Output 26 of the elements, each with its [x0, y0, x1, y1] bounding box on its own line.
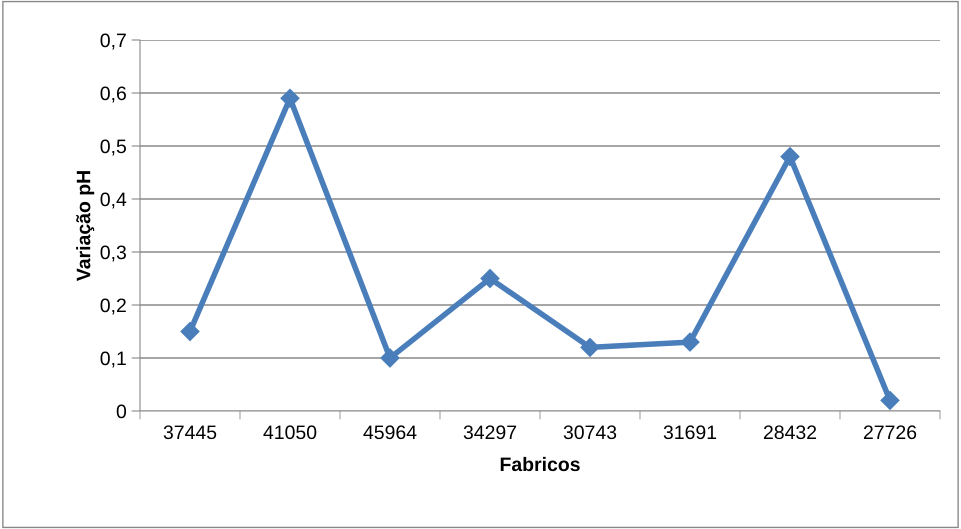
- y-axis-title: Variação pH: [76, 171, 94, 282]
- x-tick-label: 41050: [263, 425, 316, 440]
- y-tick-label: 0,2: [100, 298, 126, 315]
- point: [480, 268, 500, 288]
- point: [580, 338, 600, 357]
- x-tick-label: 34297: [464, 425, 516, 440]
- point: [880, 390, 900, 410]
- y-tick-label: 0,7: [100, 33, 126, 50]
- y-tick-label: 0,6: [100, 86, 126, 103]
- point: [380, 348, 400, 368]
- y-tick-label: 0,4: [100, 192, 126, 209]
- x-tick-label: 45964: [363, 425, 416, 440]
- x-tick-label: 28432: [764, 425, 816, 440]
- point: [680, 332, 700, 352]
- point: [780, 147, 800, 166]
- y-tick-label: 0: [116, 404, 126, 418]
- y-tick-label: 0,5: [100, 139, 126, 156]
- x-tick-label: 31691: [664, 425, 716, 440]
- point: [180, 322, 200, 342]
- point: [280, 88, 300, 108]
- x-tick-label: 37445: [164, 425, 216, 440]
- x-tick-label: 27726: [864, 425, 916, 440]
- y-tick-label: 0,1: [100, 351, 126, 368]
- x-axis-title: Fabricos: [500, 456, 580, 472]
- x-tick-label: 30743: [564, 425, 616, 440]
- y-tick-label: 0,3: [100, 245, 126, 262]
